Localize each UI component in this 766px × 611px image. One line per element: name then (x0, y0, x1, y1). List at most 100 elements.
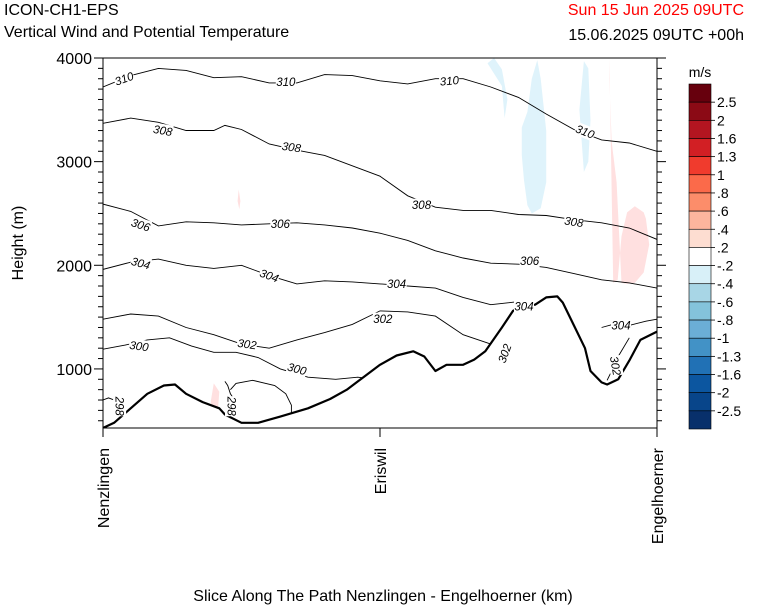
contour-label-text: 308 (412, 200, 432, 212)
colorbar: m/s 2.5 2 1.6 1.3 1 .8 .6 .4 .2 -.2 -.4 -.6 -.8 -1 -1.3… (688, 64, 741, 430)
theta-contour-304-6 (103, 258, 547, 321)
contour-label-9: 306 (270, 217, 290, 231)
contour-label-bg (372, 312, 393, 326)
contour-label-8: 306 (129, 215, 153, 235)
colorbar-swatch (688, 174, 712, 194)
contour-label-text: 298 (225, 396, 237, 417)
theta-contour-300-3 (103, 337, 381, 388)
contour-label-text: 300 (286, 362, 308, 379)
colorbar-label: -1.6 (717, 367, 741, 383)
contour-label-bg (270, 217, 291, 231)
contour-label-bg (112, 69, 136, 89)
colorbar-swatch (688, 101, 712, 121)
theta-contour-310-10 (103, 67, 657, 152)
colorbar-swatch (688, 156, 712, 176)
contour-label-2: 310 (438, 73, 460, 89)
contour-label-bg (280, 139, 303, 155)
colorbar-swatch (688, 392, 712, 412)
contour-label-text: 304 (387, 279, 406, 291)
contour-label-16: 302 (236, 336, 258, 352)
x-tick-label: Nenzlingen (96, 448, 113, 528)
colorbar-label: -1.3 (717, 348, 741, 364)
contour-label-bg (514, 300, 534, 314)
colorbar-swatch (688, 228, 712, 248)
colorbar-label: -1 (717, 330, 730, 346)
colorbar-label: 1.6 (717, 130, 737, 146)
colorbar-swatch (688, 301, 712, 321)
contour-label-15: 304 (611, 318, 631, 332)
chart-subtitle: Vertical Wind and Potential Temperature (4, 24, 290, 41)
colorbar-label: 2.5 (717, 94, 737, 110)
contour-label-text: 310 (439, 75, 460, 89)
x-axis-label: Slice Along The Path Nenzlingen - Engelh… (193, 588, 573, 605)
colorbar-label: .8 (717, 185, 729, 201)
contour-label-text: 302 (373, 314, 393, 326)
colorbar-swatch (688, 356, 712, 375)
colorbar-swatch (688, 410, 712, 430)
terrain-layer (103, 295, 657, 428)
contour-label-13: 304 (386, 277, 407, 291)
colorbar-label: .4 (717, 221, 729, 237)
contour-label-text: 310 (276, 77, 296, 89)
colorbar-swatch (688, 337, 712, 357)
contour-label-text: 302 (607, 355, 622, 377)
contour-label-14: 304 (514, 300, 534, 314)
y-tick-label: 1000 (56, 362, 92, 379)
contour-label-bg (275, 75, 296, 89)
contour-label-text: 306 (520, 256, 540, 268)
contour-label-17: 302 (372, 312, 393, 326)
contour-label-bg (129, 215, 153, 235)
terrain-fill (103, 296, 657, 428)
contour-label-text: 308 (152, 124, 174, 139)
colorbar-swatch (688, 283, 712, 303)
colorbar-unit: m/s (689, 64, 712, 80)
contour-label-10: 306 (519, 254, 540, 268)
contour-label-bg (225, 396, 238, 417)
contour-label-7: 308 (563, 213, 585, 231)
y-tick-label: 2000 (56, 258, 92, 275)
contour-label-bg (113, 396, 127, 417)
theta-contour-308-9 (103, 117, 657, 240)
contour-label-text: 308 (563, 216, 584, 231)
colorbar-swatch (688, 247, 712, 266)
contour-label-text: 306 (129, 217, 152, 235)
colorbar-label: -2 (717, 385, 730, 401)
contour-label-5: 308 (280, 139, 303, 155)
theta-contour-302-4 (103, 310, 508, 349)
contour-label-text: 302 (237, 338, 258, 353)
contour-label-19: 302 (607, 354, 624, 377)
contour-label-23: 298 (225, 396, 238, 417)
contour-label-20: 300 (128, 338, 150, 354)
colorbar-label: .6 (717, 203, 729, 219)
contour-label-bg (611, 318, 631, 332)
contour-label-text: 304 (514, 302, 533, 314)
contour-label-text: 304 (130, 256, 152, 273)
contour-label-bg (236, 336, 258, 352)
contour-label-text: 300 (129, 340, 150, 355)
contour-label-18: 302 (495, 341, 515, 366)
colorbar-label: 1.3 (717, 149, 737, 165)
wind-area-4 (521, 60, 547, 214)
contour-label-bg (411, 198, 432, 212)
contour-label-text: 306 (271, 219, 291, 231)
contour-label-text: 304 (611, 320, 630, 332)
x-tick-label: Eriswil (373, 448, 390, 494)
colorbar-label: -.4 (717, 276, 734, 292)
model-name: ICON-CH1-EPS (4, 2, 119, 19)
contour-label-bg (607, 354, 624, 377)
theta-contour-306-8 (103, 203, 657, 289)
y-axis-label: Height (m) (10, 206, 27, 281)
run-info: 15.06.2025 09UTC +00h (568, 27, 744, 44)
wind-area-0 (609, 58, 650, 284)
colorbar-label: -.2 (717, 258, 734, 274)
colorbar-label: 1 (717, 167, 725, 183)
colorbar-swatch (688, 83, 712, 103)
valid-time: Sun 15 Jun 2025 09UTC (567, 2, 744, 19)
contour-label-text: 304 (258, 268, 280, 286)
colorbar-label: -2.5 (717, 403, 741, 419)
contour-label-bg (573, 121, 597, 142)
contour-label-22: 298 (113, 396, 127, 417)
colorbar-label: -.8 (717, 312, 734, 328)
colorbar-label: .2 (717, 239, 729, 255)
wind-area-2 (237, 189, 241, 210)
